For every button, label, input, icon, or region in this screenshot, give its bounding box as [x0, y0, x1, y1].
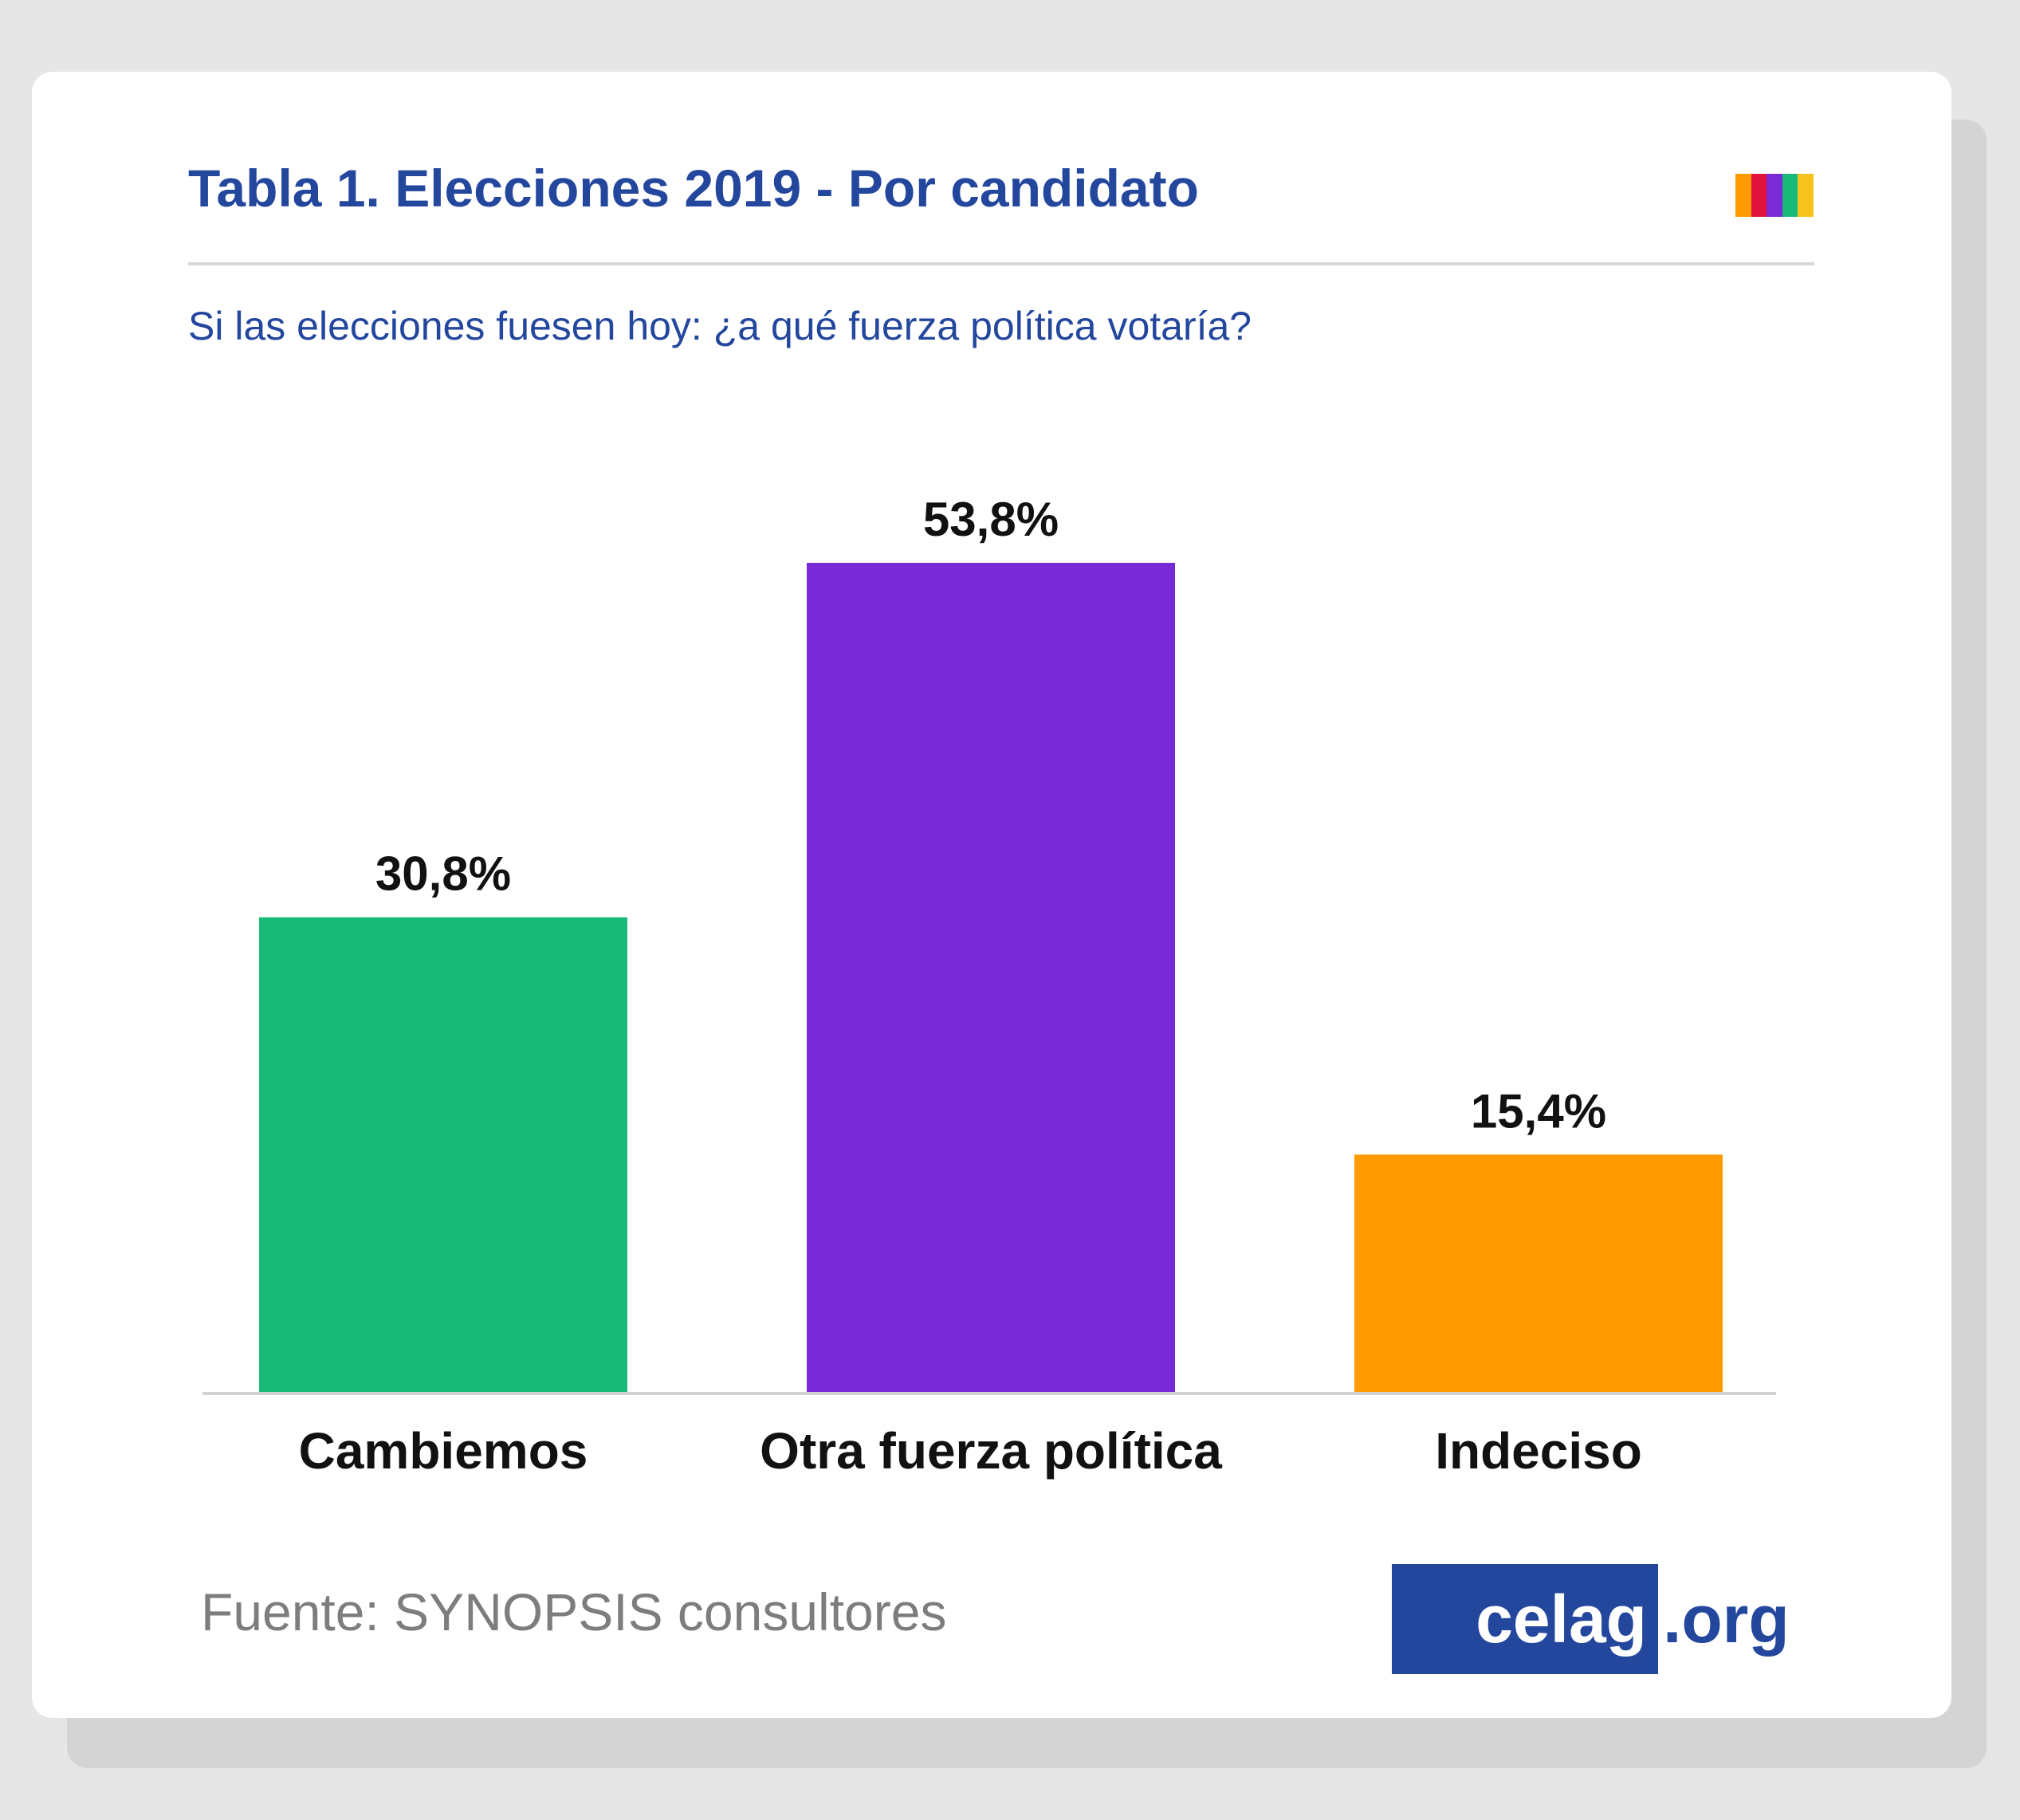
chart-card: Tabla 1. Elecciones 2019 - Por candidato… [32, 72, 1951, 1718]
bar-value-label: 30,8% [375, 847, 511, 901]
brand-stripe-4 [1782, 174, 1798, 217]
chart-subtitle: Si las elecciones fuesen hoy: ¿a qué fue… [188, 304, 1252, 348]
category-label: Cambiemos [299, 1422, 588, 1480]
celag-logo: celag .org [1392, 1564, 1790, 1674]
logo-main-text: celag [1392, 1564, 1658, 1674]
bar-3 [1354, 1154, 1723, 1392]
brand-stripes-icon [1735, 174, 1814, 217]
category-label: Indeciso [1435, 1422, 1642, 1480]
bar-chart: 30,8% Cambiemos 53,8% Otra fuerza política 1… [202, 493, 1776, 1480]
bar-1 [259, 917, 627, 1392]
logo-domain-text: .org [1663, 1581, 1790, 1657]
title-divider [188, 262, 1814, 265]
brand-stripe-1 [1735, 174, 1751, 217]
bar-value-label: 53,8% [923, 493, 1059, 546]
chart-title: Tabla 1. Elecciones 2019 - Por candidato [188, 159, 1199, 218]
category-label: Otra fuerza política [760, 1422, 1222, 1480]
source-note: Fuente: SYNOPSIS consultores [201, 1582, 947, 1641]
brand-stripe-5 [1798, 174, 1814, 217]
brand-stripe-2 [1751, 174, 1767, 217]
bar-value-label: 15,4% [1471, 1084, 1606, 1138]
bar-2 [807, 563, 1175, 1392]
brand-stripe-3 [1767, 174, 1782, 217]
